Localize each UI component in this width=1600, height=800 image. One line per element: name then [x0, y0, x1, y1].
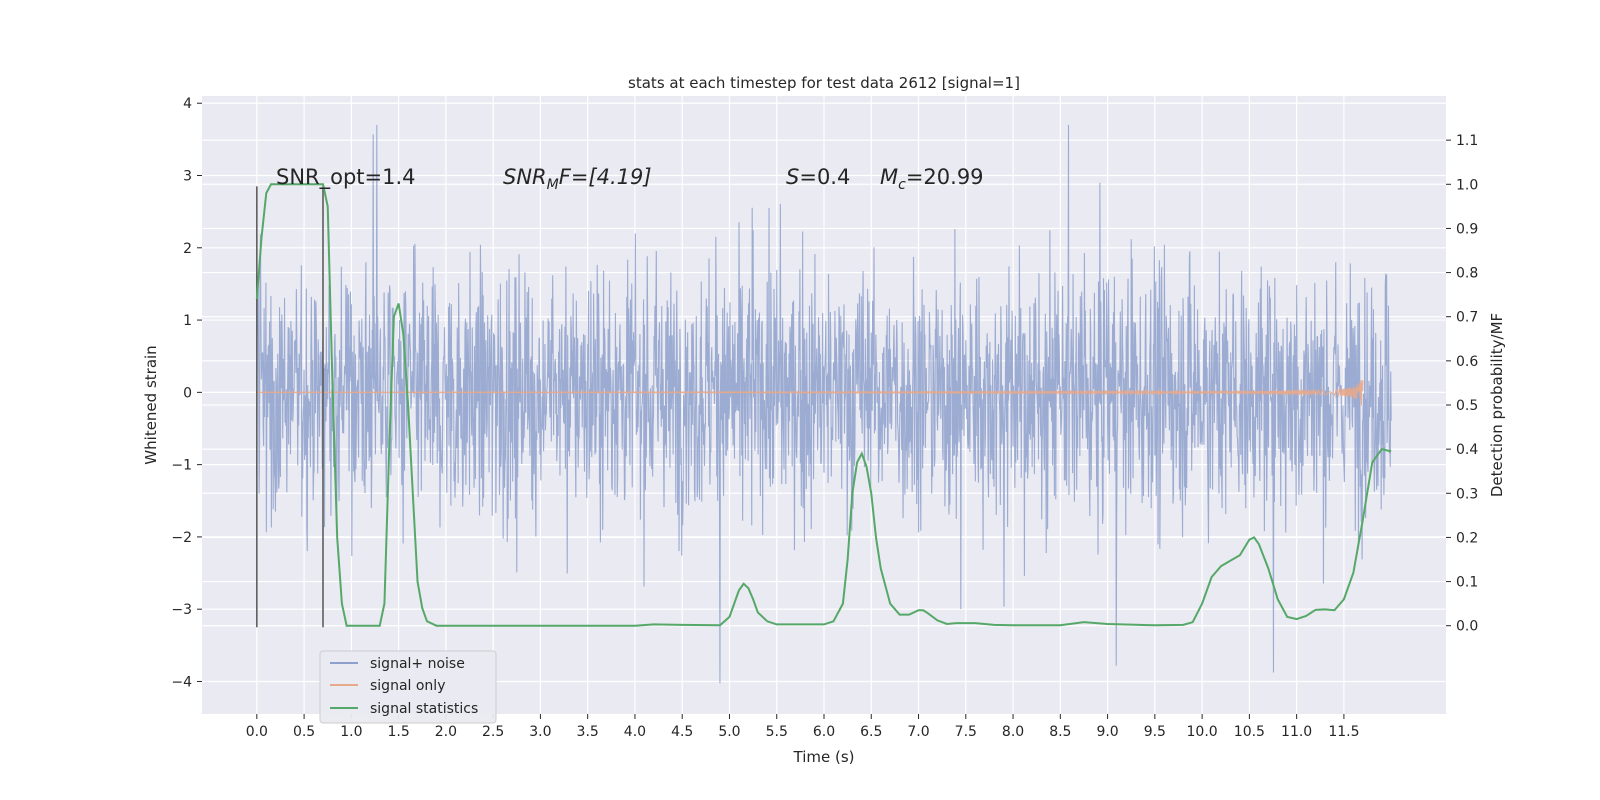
y-tick-label-right: 0.0	[1456, 619, 1478, 635]
y-axis-label-right: Detection probability/MF	[1488, 313, 1506, 497]
grid	[202, 96, 1446, 714]
x-tick-label: 4.0	[624, 724, 646, 740]
legend-label-signal-statistics: signal statistics	[370, 701, 478, 717]
vertical-markers	[256, 186, 324, 628]
x-tick-label: 9.0	[1096, 724, 1118, 740]
y-tick-label-right: 0.1	[1456, 575, 1478, 591]
signal-only-series	[256, 380, 1364, 406]
x-tick-label: 6.5	[860, 724, 882, 740]
annotation-snr-mf-main: SNR	[503, 165, 547, 189]
legend: signal+ noise signal only signal statist…	[319, 650, 497, 724]
y-tick-label: −1	[171, 458, 192, 474]
x-tick-label: 6.0	[813, 724, 835, 740]
x-tick-label: 4.5	[671, 724, 693, 740]
x-tick-label: 3.5	[577, 724, 599, 740]
legend-label-signal-noise: signal+ noise	[370, 656, 465, 672]
signal-noise-line	[256, 124, 1392, 684]
x-tick-label: 1.0	[340, 724, 362, 740]
signal-statistics-line	[255, 183, 1392, 627]
x-tick-label: 8.0	[1002, 724, 1024, 740]
x-tick-label: 0.5	[293, 724, 315, 740]
annotation-s-main: S	[786, 165, 799, 189]
y-tick-label-right: 0.7	[1456, 310, 1478, 326]
y-tick-label: 1	[183, 313, 192, 329]
x-tick-label: 7.5	[955, 724, 977, 740]
annotation-snr-mf: SNRMF=[4.19]	[503, 165, 652, 193]
x-tick-label: 7.0	[907, 724, 929, 740]
y-tick-label: −4	[171, 674, 192, 690]
y-tick-label: 0	[183, 385, 192, 401]
y-tick-label-right: 1.0	[1456, 177, 1478, 193]
x-tick-label: 0.0	[246, 724, 268, 740]
y-tick-label: −3	[171, 602, 192, 618]
x-tick-label: 10.5	[1234, 724, 1265, 740]
annotation-snr-opt: SNR_opt=1.4	[276, 165, 416, 190]
x-tick-label: 8.5	[1049, 724, 1071, 740]
y-axis-label: Whitened strain	[142, 345, 160, 464]
x-tick-label: 5.0	[718, 724, 740, 740]
y-tick-label-right: 0.6	[1456, 354, 1478, 370]
y-ticks-right: 1.1 1.0 0.9 0.8 0.7 0.6 0.5 0.4 0.3 0.2 0.1 0.0	[1446, 133, 1478, 635]
annotation-mc-rest: =20.99	[906, 165, 984, 189]
y-tick-label-right: 0.9	[1456, 221, 1478, 237]
legend-label-signal-only: signal only	[370, 678, 445, 694]
x-tick-label: 2.5	[482, 724, 504, 740]
y-tick-label-right: 0.4	[1456, 442, 1478, 458]
x-tick-label: 11.0	[1281, 724, 1312, 740]
annotation-mc: Mc=20.99	[880, 165, 984, 193]
y-tick-label: 3	[183, 169, 192, 185]
x-tick-label: 5.5	[766, 724, 788, 740]
y-tick-label-right: 0.8	[1456, 266, 1478, 282]
signal-only-line	[256, 380, 1364, 406]
signal-noise-series	[256, 124, 1392, 684]
y-tick-label: 4	[183, 96, 192, 112]
y-ticks-left: 4 3 2 1 0 −1 −2 −3 −4	[171, 96, 202, 690]
y-tick-label-right: 0.5	[1456, 398, 1478, 414]
x-tick-label: 11.5	[1328, 724, 1359, 740]
annotation-s-rest: =0.4	[799, 165, 850, 189]
signal-statistics-series	[255, 183, 1392, 627]
annotation-snr-mf-sub: M	[547, 177, 559, 193]
x-tick-label: 1.5	[387, 724, 409, 740]
y-tick-label: −2	[171, 530, 192, 546]
x-tick-label: 10.0	[1187, 724, 1218, 740]
x-tick-label: 9.5	[1144, 724, 1166, 740]
y-tick-label-right: 0.3	[1456, 486, 1478, 502]
x-tick-label: 2.0	[435, 724, 457, 740]
y-tick-label-right: 0.2	[1456, 530, 1478, 546]
chart-title: stats at each timestep for test data 261…	[628, 74, 1020, 92]
x-axis-label: Time (s)	[793, 748, 855, 766]
x-tick-label: 3.0	[529, 724, 551, 740]
annotation-mc-main: M	[880, 165, 898, 189]
y-tick-label: 2	[183, 241, 192, 257]
y-tick-label-right: 1.1	[1456, 133, 1478, 149]
annotation-snr-mf-rest: F=[4.19]	[559, 165, 652, 189]
annotations: SNR_opt=1.4 SNRMF=[4.19] S=0.4 Mc=20.99	[276, 165, 984, 193]
annotation-s: S=0.4	[786, 165, 850, 189]
x-ticks: 0.0 0.5 1.0 1.5 2.0 2.5 3.0 3.5 4.0 4.5 5.0 5.5 6.0 6…	[246, 714, 1359, 740]
legend-box	[319, 650, 497, 724]
annotation-mc-sub: c	[898, 177, 906, 193]
